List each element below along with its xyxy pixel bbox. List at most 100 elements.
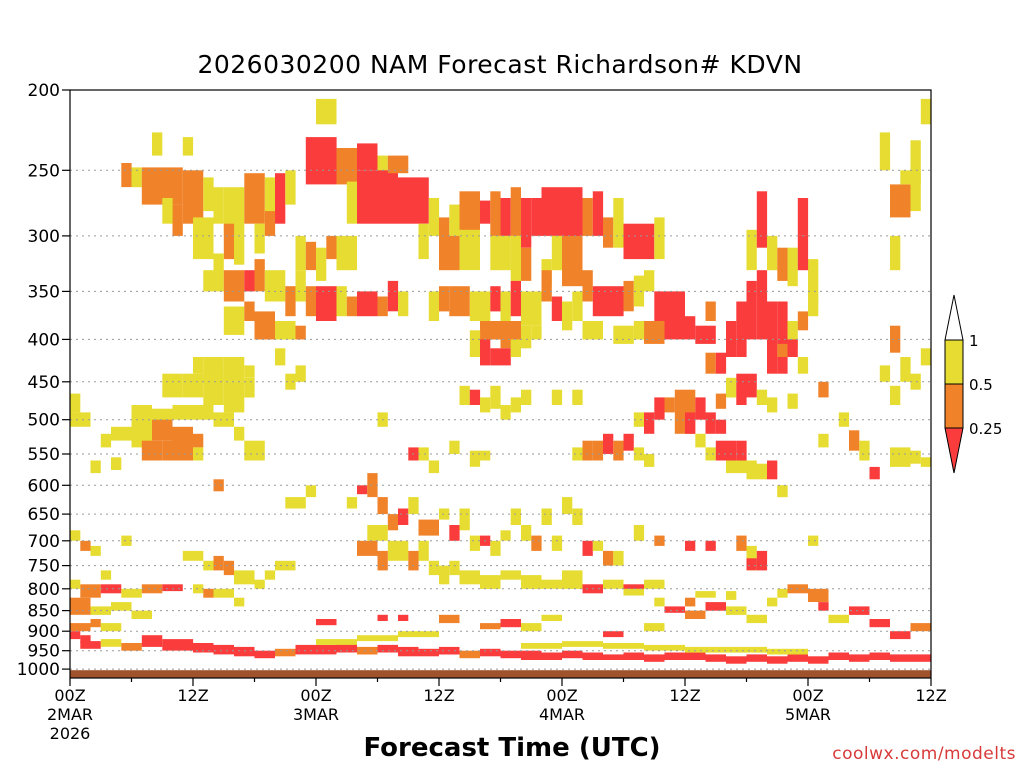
heatmap-cell bbox=[695, 397, 706, 420]
heatmap-cell bbox=[152, 419, 173, 441]
heatmap-cell bbox=[746, 654, 767, 662]
heatmap-cell bbox=[521, 291, 542, 326]
heatmap-cell bbox=[428, 198, 440, 236]
heatmap-cell bbox=[582, 652, 603, 660]
heatmap-cell bbox=[603, 217, 614, 248]
heatmap-cell bbox=[223, 381, 245, 413]
heatmap-cell bbox=[603, 631, 624, 638]
heatmap-cell bbox=[182, 170, 204, 224]
heatmap-cell bbox=[439, 565, 450, 585]
x-tick-label: 4MAR bbox=[539, 705, 585, 724]
heatmap-cell bbox=[541, 652, 562, 660]
heatmap-cell bbox=[305, 137, 337, 185]
heatmap-cell bbox=[633, 412, 645, 427]
heatmap-cell bbox=[316, 247, 327, 281]
credit-text: coolwx.com/modelts bbox=[832, 744, 1016, 764]
heatmap-cell bbox=[920, 98, 932, 125]
y-tick-label: 750 bbox=[28, 557, 60, 577]
heatmap-cell bbox=[562, 497, 573, 515]
heatmap-cell bbox=[644, 579, 665, 589]
y-tick-label: 700 bbox=[28, 532, 60, 552]
heatmap-cell bbox=[541, 187, 562, 236]
heatmap-cell bbox=[480, 339, 491, 366]
heatmap-cell bbox=[316, 98, 337, 125]
heatmap-cell bbox=[521, 247, 532, 281]
heatmap-cell bbox=[90, 545, 101, 556]
heatmap-cell bbox=[808, 259, 819, 302]
heatmap-cell bbox=[767, 235, 778, 271]
heatmap-cell bbox=[603, 433, 614, 454]
heatmap-cell bbox=[387, 514, 399, 531]
heatmap-cell bbox=[654, 597, 665, 607]
heatmap-cell bbox=[510, 397, 521, 413]
x-tick-label: 00Z bbox=[300, 686, 331, 705]
heatmap-cell bbox=[767, 656, 788, 664]
heatmap-cell bbox=[357, 540, 378, 556]
heatmap-cell bbox=[838, 412, 850, 427]
heatmap-cell bbox=[705, 352, 716, 374]
y-tick-label: 950 bbox=[28, 642, 60, 662]
y-tick-label: 250 bbox=[28, 161, 60, 181]
plot-frame bbox=[69, 89, 932, 679]
heatmap-cell bbox=[787, 247, 798, 287]
heatmap-cell bbox=[500, 570, 521, 580]
heatmap-cell bbox=[213, 187, 224, 224]
heatmap-cell bbox=[736, 373, 747, 405]
heatmap-cell bbox=[357, 485, 368, 495]
heatmap-cell bbox=[521, 525, 532, 541]
heatmap-cell bbox=[275, 348, 286, 366]
heatmap-cell bbox=[562, 650, 583, 659]
heatmap-cell bbox=[408, 497, 419, 515]
heatmap-cell bbox=[490, 235, 511, 271]
heatmap-cell bbox=[357, 635, 398, 642]
heatmap-cell bbox=[213, 253, 224, 292]
y-tick-label: 650 bbox=[28, 505, 60, 525]
colorbar-label: 0.25 bbox=[969, 420, 1002, 438]
x-axis-label: Forecast Time (UTC) bbox=[363, 733, 661, 763]
heatmap-cell bbox=[510, 280, 521, 317]
heatmap-cell bbox=[797, 198, 809, 236]
heatmap-cell bbox=[203, 177, 214, 212]
heatmap-cell bbox=[439, 217, 450, 248]
heatmap-cell bbox=[551, 535, 563, 551]
heatmap-cell bbox=[859, 440, 870, 461]
heatmap-cell bbox=[100, 639, 122, 647]
heatmap-cell bbox=[746, 558, 757, 571]
x-tick-label: 12Z bbox=[177, 686, 208, 705]
heatmap-cell bbox=[162, 198, 173, 224]
heatmap-cell bbox=[767, 460, 778, 480]
heatmap-cell bbox=[890, 654, 911, 662]
heatmap-cell bbox=[275, 270, 286, 302]
heatmap-cell bbox=[592, 286, 624, 317]
x-tick-label: 2026 bbox=[50, 724, 91, 743]
heatmap-cell bbox=[418, 519, 439, 536]
heatmap-cell bbox=[695, 591, 716, 598]
heatmap-cell bbox=[234, 646, 255, 657]
heatmap-cell bbox=[172, 426, 193, 444]
heatmap-cell bbox=[664, 606, 685, 613]
heatmap-cell bbox=[469, 330, 481, 357]
heatmap-cell bbox=[664, 652, 685, 660]
heatmap-cell bbox=[797, 311, 809, 331]
heatmap-cell bbox=[633, 525, 645, 541]
heatmap-cell bbox=[336, 235, 357, 271]
colorbar-segment bbox=[944, 339, 964, 385]
heatmap-cell bbox=[582, 198, 593, 236]
heatmap-cell bbox=[100, 623, 122, 632]
heatmap-cell bbox=[510, 508, 521, 525]
heatmap-cell bbox=[551, 389, 563, 405]
heatmap-cell bbox=[726, 591, 737, 600]
heatmap-cell bbox=[869, 466, 880, 480]
colorbar-label: 0.5 bbox=[969, 376, 993, 394]
heatmap-cell bbox=[890, 447, 911, 467]
heatmap-cell bbox=[439, 286, 450, 312]
x-tick-label: 12Z bbox=[669, 686, 700, 705]
heatmap-cell bbox=[234, 597, 245, 607]
heatmap-cell bbox=[879, 365, 891, 382]
y-tick-label: 300 bbox=[28, 227, 60, 247]
heatmap-cell bbox=[500, 198, 511, 236]
heatmap-cell bbox=[428, 291, 440, 321]
heatmap-cell bbox=[182, 137, 194, 156]
heatmap-cell bbox=[316, 619, 337, 626]
heatmap-cell bbox=[439, 235, 460, 271]
